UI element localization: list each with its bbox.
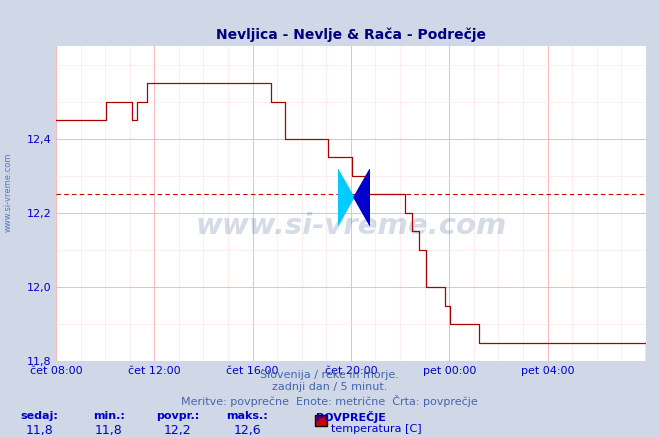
Text: 11,8: 11,8 xyxy=(26,424,53,437)
Text: www.si-vreme.com: www.si-vreme.com xyxy=(4,153,13,233)
Text: 12,6: 12,6 xyxy=(233,424,261,437)
Text: www.si-vreme.com: www.si-vreme.com xyxy=(195,212,507,240)
Title: Nevljica - Nevlje & Rača - Podrečje: Nevljica - Nevlje & Rača - Podrečje xyxy=(216,28,486,42)
Text: 11,8: 11,8 xyxy=(95,424,123,437)
Text: sedaj:: sedaj: xyxy=(20,411,59,421)
Text: Meritve: povprečne  Enote: metrične  Črta: povprečje: Meritve: povprečne Enote: metrične Črta:… xyxy=(181,395,478,406)
Text: povpr.:: povpr.: xyxy=(156,411,200,421)
Text: Slovenija / reke in morje.: Slovenija / reke in morje. xyxy=(260,370,399,380)
Text: POVPREČJE: POVPREČJE xyxy=(316,411,386,423)
Text: maks.:: maks.: xyxy=(226,411,268,421)
Text: temperatura [C]: temperatura [C] xyxy=(331,424,422,434)
Text: zadnji dan / 5 minut.: zadnji dan / 5 minut. xyxy=(272,382,387,392)
Text: 12,2: 12,2 xyxy=(164,424,192,437)
Text: min.:: min.: xyxy=(93,411,125,421)
